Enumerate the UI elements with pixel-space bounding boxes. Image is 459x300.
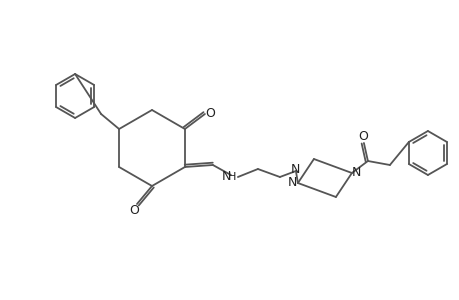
Text: O: O: [205, 106, 214, 119]
Text: H: H: [227, 172, 235, 182]
Text: O: O: [357, 130, 367, 142]
Text: O: O: [129, 203, 139, 217]
Text: N: N: [291, 163, 300, 176]
Text: N: N: [222, 170, 231, 184]
Text: N: N: [288, 176, 297, 190]
Text: N: N: [352, 166, 361, 178]
